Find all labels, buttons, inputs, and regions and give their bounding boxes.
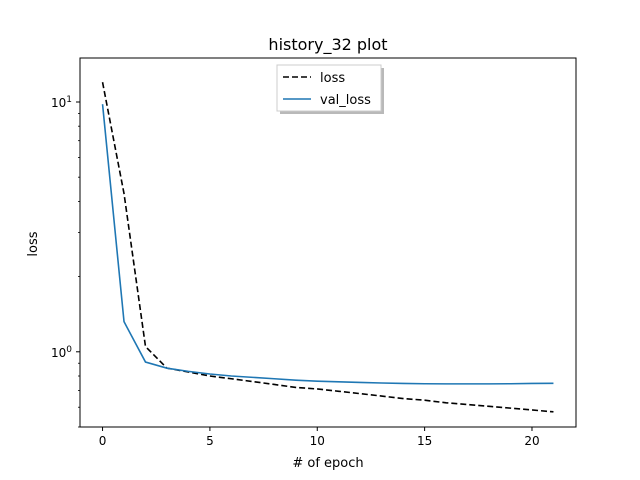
y-tick-label: 101 <box>51 95 72 110</box>
y-axis-label: loss <box>26 231 41 256</box>
legend-label-val-loss: val_loss <box>320 93 371 108</box>
x-tick-label: 0 <box>99 434 107 448</box>
x-tick-label: 15 <box>417 434 432 448</box>
x-axis-label: # of epoch <box>292 456 363 471</box>
plot-frame <box>79 57 577 428</box>
x-tick-label: 5 <box>206 434 214 448</box>
series-line-loss <box>101 82 554 413</box>
series-layer <box>101 82 554 413</box>
ticks-layer: 0 5 10 15 20 100 101 <box>51 95 540 448</box>
x-tick-label: 20 <box>524 434 539 448</box>
legend-box <box>276 64 382 112</box>
chart-title: history_32 plot <box>268 35 387 55</box>
y-tick-label: 100 <box>51 345 72 360</box>
x-tick-label: 10 <box>310 434 325 448</box>
series-line-val-loss <box>101 104 554 385</box>
legend: loss val_loss <box>276 64 384 114</box>
legend-label-loss: loss <box>320 71 345 86</box>
